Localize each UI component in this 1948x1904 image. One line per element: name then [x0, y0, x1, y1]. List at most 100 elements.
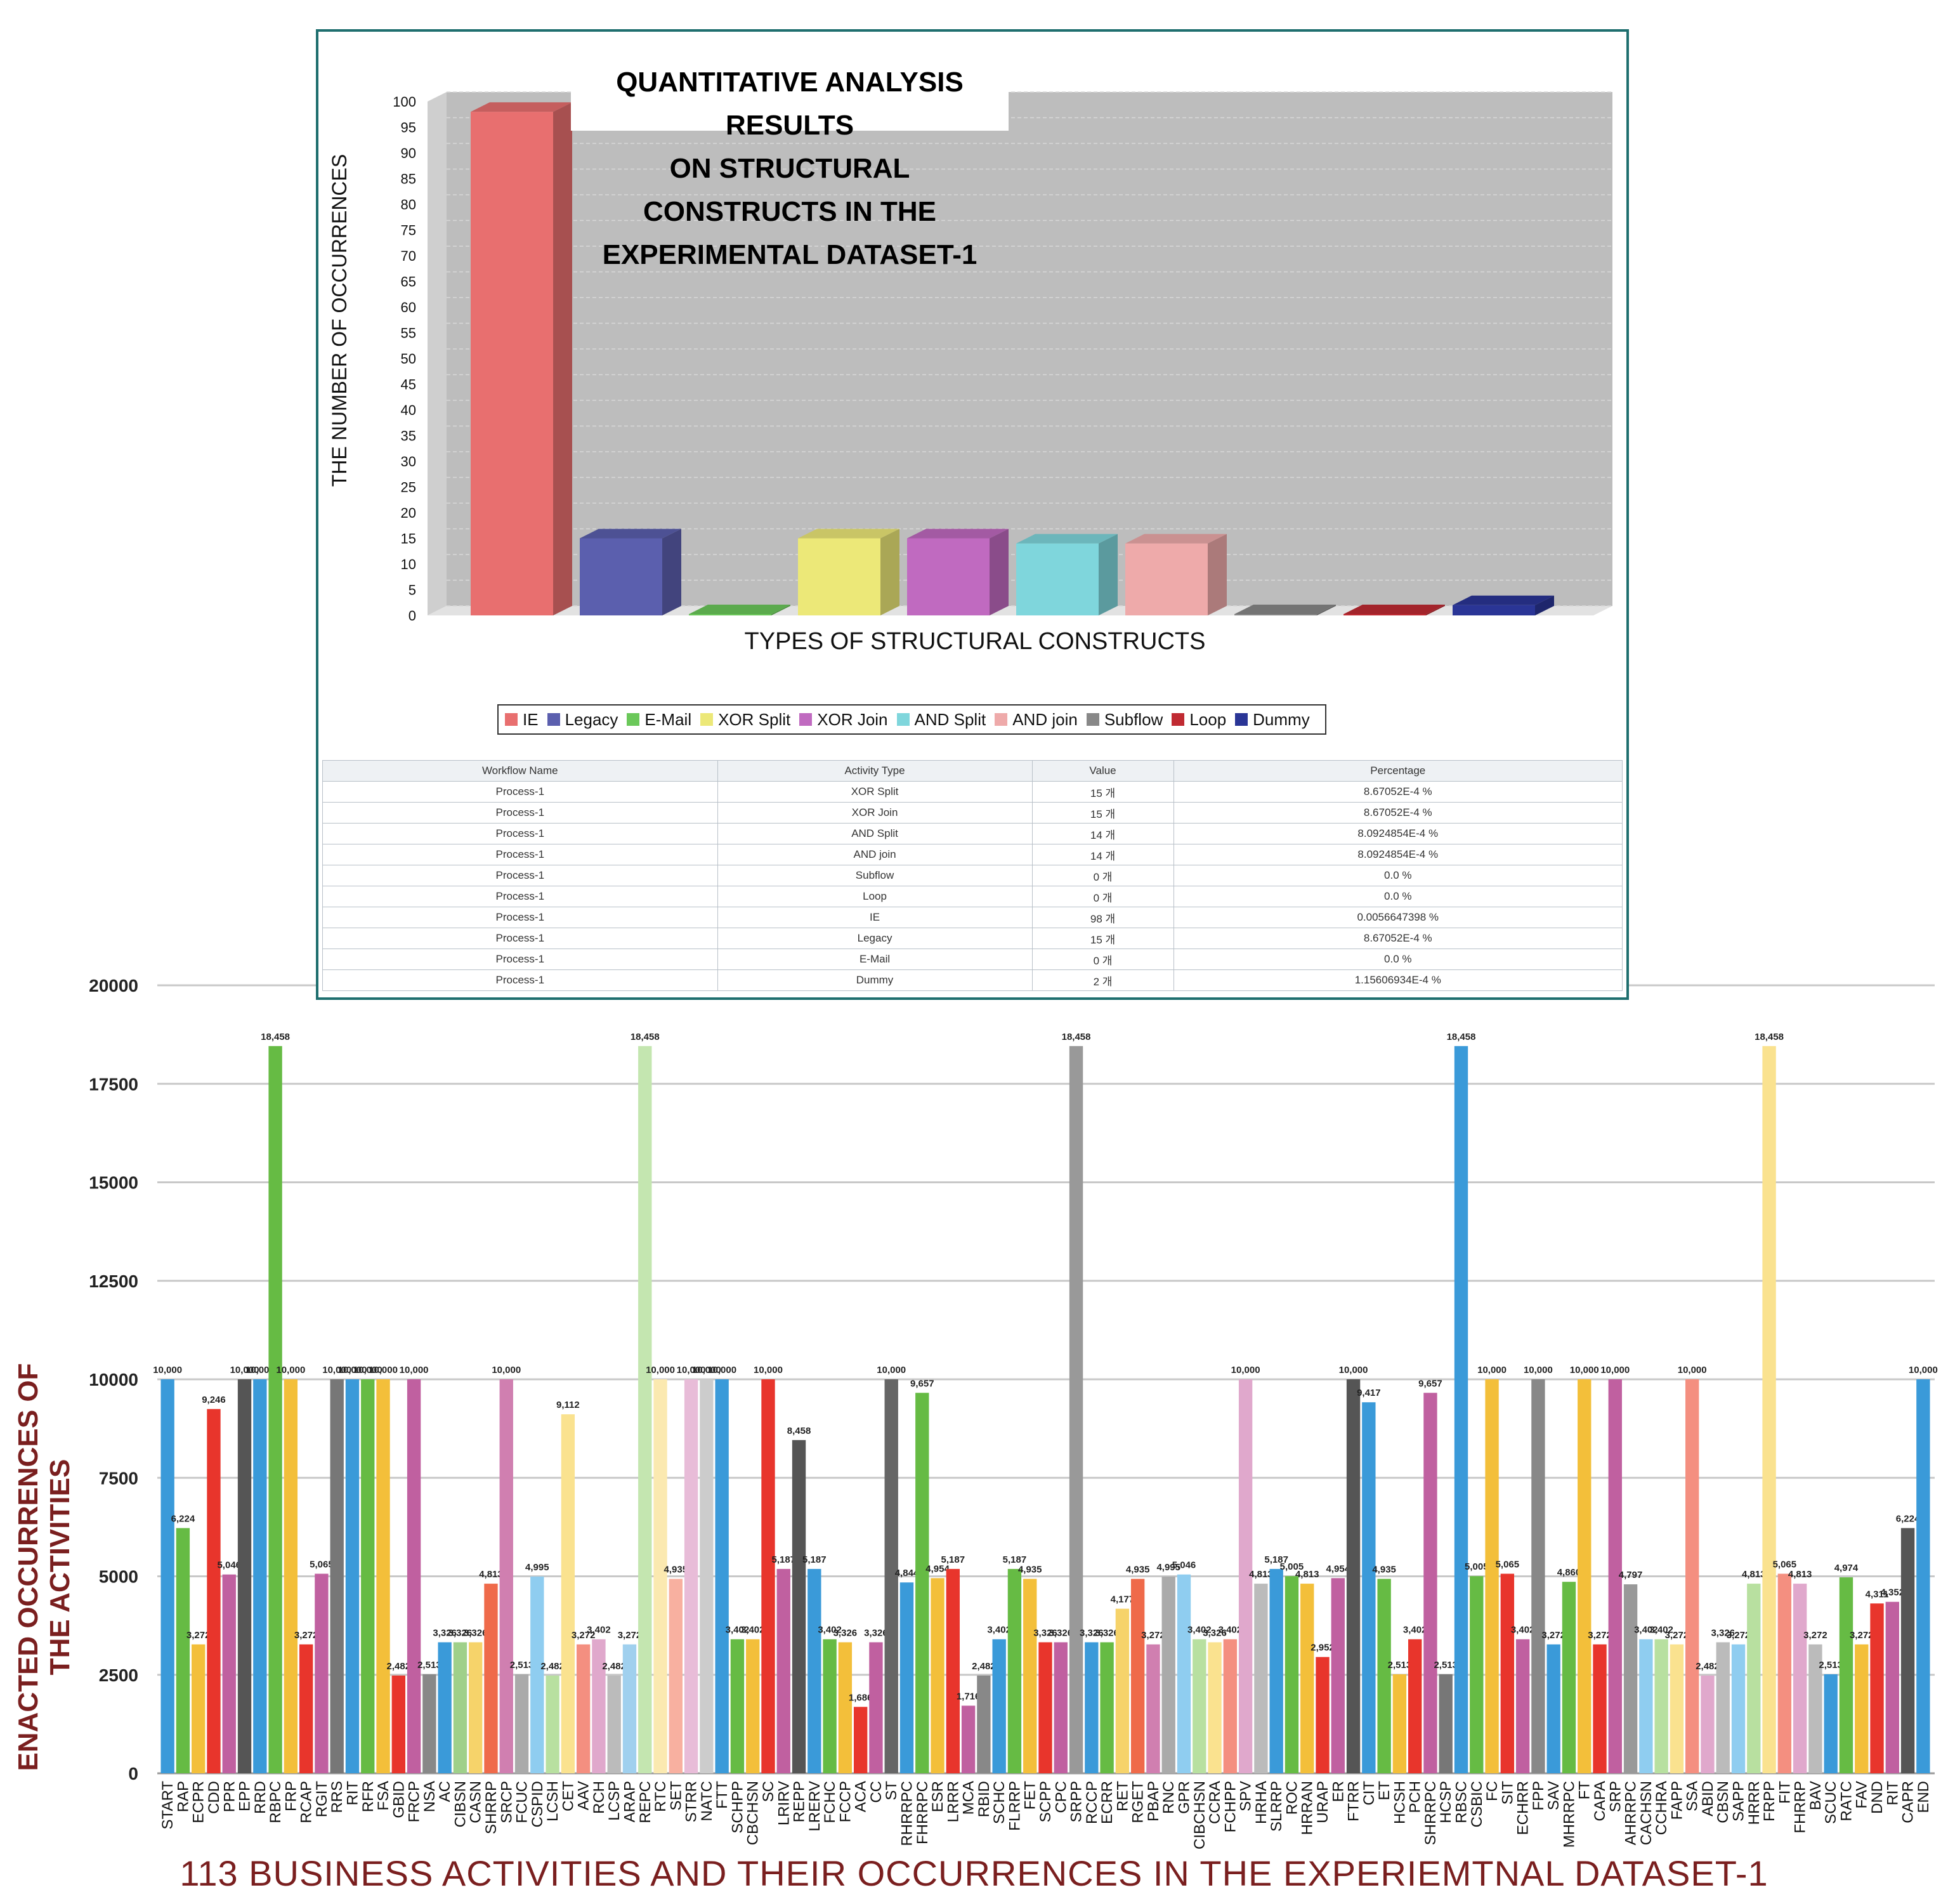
activity-bar [823, 1639, 837, 1773]
activity-category-label: RTC [652, 1781, 669, 1812]
activity-bar [1531, 1379, 1545, 1773]
activity-bar [592, 1639, 606, 1773]
activity-bar [946, 1568, 960, 1773]
activity-value-label: 4,311 [1866, 1589, 1889, 1599]
activity-bar [1546, 1644, 1560, 1773]
inset-y-tick-label: 20 [401, 505, 416, 521]
activity-value-label: 10,000 [322, 1365, 351, 1375]
activity-category-label: RGIT [313, 1781, 330, 1818]
legend-label: Subflow [1104, 709, 1163, 729]
legend-label: AND join [1012, 709, 1078, 729]
activity-category-label: PBAP [1145, 1781, 1162, 1822]
activity-value-label: 3,402 [1649, 1625, 1673, 1636]
activity-category-label: PCH [1407, 1781, 1424, 1813]
activity-bar [1038, 1642, 1052, 1773]
activity-category-label: RCCP [1083, 1781, 1101, 1824]
activity-bar [1161, 1576, 1175, 1773]
bottom-chart-y-axis-label: ENACTED OCCURRENCES OF THE ACTIVITIES [13, 1363, 75, 1771]
activity-value-label: 18,458 [1755, 1032, 1784, 1042]
legend-swatch [799, 713, 813, 726]
activity-bar [1870, 1603, 1884, 1773]
activity-value-label: 3,402 [1187, 1625, 1212, 1636]
table-cell: AND join [717, 844, 1033, 865]
activity-bar [931, 1578, 945, 1773]
activity-value-label: 9,657 [1418, 1378, 1442, 1389]
activity-bar [653, 1379, 667, 1773]
legend-label: Legacy [565, 709, 618, 729]
activity-category-label: RBSC [1453, 1781, 1470, 1823]
activity-bar [561, 1414, 575, 1773]
activity-bar [1177, 1574, 1191, 1773]
activity-bar [237, 1379, 252, 1773]
table-cell: AND Split [717, 823, 1033, 844]
activity-category-label: EPP [237, 1781, 254, 1811]
inset-bar [1453, 595, 1554, 615]
activity-bar [776, 1568, 790, 1773]
activity-bar [1408, 1639, 1422, 1773]
legend-label: E-Mail [644, 709, 692, 729]
activity-category-label: ESR [929, 1781, 946, 1812]
table-cell: Process-1 [322, 865, 718, 886]
activity-category-label: REPC [637, 1781, 654, 1823]
inset-y-tick-label: 50 [401, 351, 416, 367]
activity-category-label: GPR [1176, 1781, 1193, 1814]
activity-value-label: 2,513 [1819, 1660, 1843, 1671]
activity-bar [1069, 1046, 1083, 1773]
activity-bar [1208, 1642, 1222, 1773]
inset-bar-top [1453, 595, 1554, 605]
activity-bar [1701, 1675, 1715, 1773]
activity-category-label: MHRRPC [1560, 1781, 1578, 1848]
activity-category-label: MCA [960, 1781, 977, 1815]
bottom-y-tick-label: 20000 [89, 976, 138, 995]
activity-bar [1100, 1642, 1114, 1773]
activity-bar [1454, 1046, 1468, 1773]
inset-bar [798, 529, 899, 615]
activity-bar [160, 1379, 174, 1773]
activity-value-label: 3,402 [987, 1625, 1011, 1636]
inset-bar-side [990, 529, 1009, 615]
activity-bar [1777, 1573, 1792, 1773]
activity-category-label: FLRRP [1006, 1781, 1023, 1831]
activity-category-label: AAV [575, 1781, 592, 1810]
activity-category-label: CAPR [1900, 1781, 1917, 1823]
activity-bar [1639, 1639, 1653, 1773]
activity-category-label: SCUC [1822, 1781, 1840, 1824]
table-header-cell: Workflow Name [322, 760, 718, 782]
inset-y-tick-label: 30 [401, 454, 416, 469]
inset-y-tick-label: 0 [409, 608, 416, 624]
activity-category-label: LRERV [806, 1781, 823, 1832]
legend-label: Loop [1189, 709, 1227, 729]
activity-category-label: SIT [1499, 1781, 1516, 1805]
legend-item: Loop [1172, 710, 1226, 730]
activity-value-label: 3,326 [864, 1627, 888, 1638]
inset-bar-top [471, 102, 572, 112]
activity-bar [730, 1639, 745, 1773]
activity-bar [853, 1707, 868, 1773]
table-cell: 0.0 % [1173, 949, 1623, 970]
activity-bar [284, 1379, 298, 1773]
activity-bar [315, 1573, 329, 1773]
activity-category-label: END [1915, 1781, 1932, 1813]
activity-bar [807, 1568, 821, 1773]
activity-value-label: 4,177 [1111, 1594, 1135, 1605]
activity-category-label: FHRRPC [914, 1781, 931, 1844]
activity-bar [1670, 1644, 1684, 1773]
activity-category-label: DND [1869, 1781, 1886, 1814]
activity-bar [1346, 1379, 1361, 1773]
activity-value-label: 5,187 [802, 1554, 827, 1565]
activity-bar [607, 1675, 621, 1773]
activity-value-label: 4,954 [1326, 1563, 1350, 1574]
activity-value-label: 4,813 [1788, 1569, 1812, 1580]
table-row: Process-1 AND join 14 개 8.0924854E-4 % [322, 844, 1623, 865]
activity-category-label: ET [1376, 1781, 1393, 1801]
inset-y-axis-label: THE NUMBER OF OCCURRENCES [328, 154, 351, 487]
activity-category-label: SET [667, 1781, 684, 1811]
activity-category-label: SSA [1684, 1781, 1701, 1811]
activity-category-label: NSA [421, 1781, 438, 1812]
table-cell: Process-1 [322, 907, 718, 928]
activity-bar [1331, 1578, 1345, 1773]
table-cell: 15 개 [1031, 802, 1174, 824]
table-cell: 8.0924854E-4 % [1173, 823, 1623, 844]
activity-value-label: 2,513 [1434, 1660, 1458, 1671]
activity-category-label: CACHSN [1638, 1781, 1655, 1845]
